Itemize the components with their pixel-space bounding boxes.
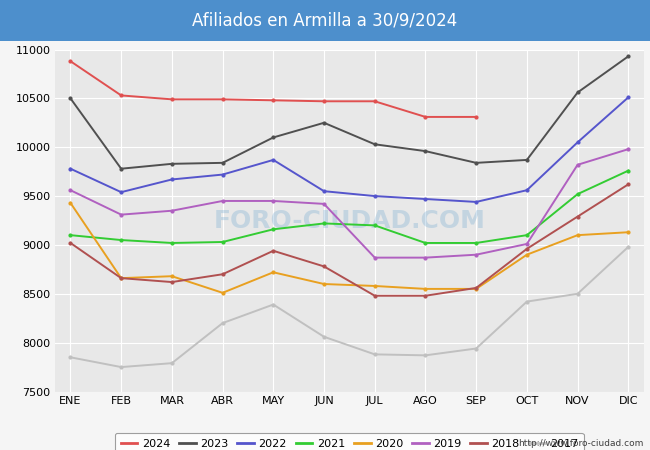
Text: http://www.foro-ciudad.com: http://www.foro-ciudad.com bbox=[518, 439, 644, 448]
Text: Afiliados en Armilla a 30/9/2024: Afiliados en Armilla a 30/9/2024 bbox=[192, 11, 458, 29]
Legend: 2024, 2023, 2022, 2021, 2020, 2019, 2018, 2017: 2024, 2023, 2022, 2021, 2020, 2019, 2018… bbox=[115, 433, 584, 450]
Text: FORO-CIUDAD.COM: FORO-CIUDAD.COM bbox=[213, 208, 486, 233]
